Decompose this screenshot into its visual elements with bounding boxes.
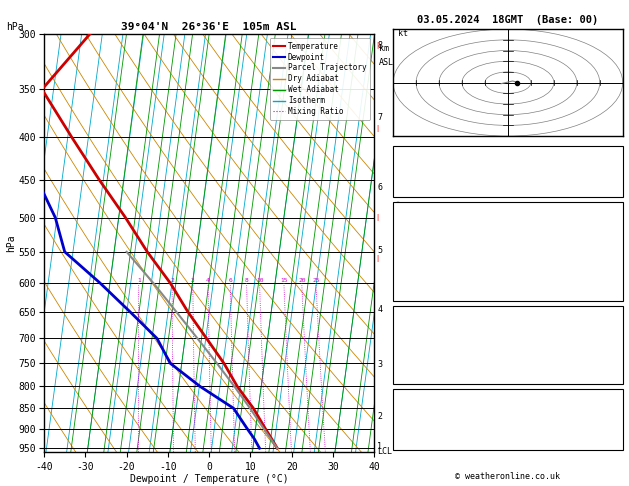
Text: 73: 73 [607,373,618,382]
Text: 1.49: 1.49 [596,184,618,193]
Text: hPa: hPa [6,21,24,32]
Text: StmDir: StmDir [398,426,430,435]
Text: 8: 8 [245,278,248,283]
Text: θₑ (K): θₑ (K) [398,332,430,342]
Text: 994: 994 [601,319,618,328]
Text: Pressure (mb): Pressure (mb) [398,319,468,328]
Text: 3: 3 [191,278,195,283]
Text: Hodograph: Hodograph [484,390,532,399]
Text: 15.9: 15.9 [596,215,618,225]
Text: 5: 5 [612,260,618,269]
Text: 10: 10 [256,278,264,283]
Text: 6: 6 [228,278,232,283]
Text: -8: -8 [607,414,618,423]
Text: |: | [376,125,380,132]
Text: 169: 169 [601,275,618,284]
Text: 8: 8 [377,41,382,51]
Text: 299°: 299° [596,426,618,435]
Text: 03.05.2024  18GMT  (Base: 00): 03.05.2024 18GMT (Base: 00) [417,15,599,25]
Text: |: | [376,214,380,221]
Text: PW (cm): PW (cm) [398,184,436,193]
Text: θₑ(K): θₑ(K) [398,245,425,254]
Text: 1: 1 [377,442,382,451]
Text: K: K [398,150,404,159]
Text: |: | [376,255,380,262]
X-axis label: Dewpoint / Temperature (°C): Dewpoint / Temperature (°C) [130,474,289,485]
Text: 1: 1 [137,278,141,283]
Text: Lifted Index: Lifted Index [398,346,463,355]
Text: StmSpd (kt): StmSpd (kt) [398,439,457,448]
Text: Lifted Index: Lifted Index [398,260,463,269]
Text: CAPE (J): CAPE (J) [398,359,441,368]
Text: CIN (J): CIN (J) [398,289,436,298]
Text: Dewp (°C): Dewp (°C) [398,230,447,239]
Text: 6: 6 [377,183,382,192]
Text: 314: 314 [601,332,618,342]
Text: 25: 25 [312,278,320,283]
Text: 39°04'N  26°36'E  105m ASL: 39°04'N 26°36'E 105m ASL [121,21,297,32]
Text: 33: 33 [607,439,618,448]
Text: Mixing Ratio (g/kg): Mixing Ratio (g/kg) [395,199,404,287]
Text: Surface: Surface [489,203,526,211]
Text: 4: 4 [377,305,382,313]
Text: 11.6: 11.6 [596,230,618,239]
Text: 5: 5 [377,246,382,255]
Text: 20: 20 [298,278,306,283]
Text: 13: 13 [607,150,618,159]
Text: Totals Totals: Totals Totals [398,167,468,176]
Text: 3: 3 [377,360,382,369]
Text: 4: 4 [206,278,210,283]
Text: kt: kt [398,29,408,37]
Text: 5: 5 [612,346,618,355]
Text: 314: 314 [601,245,618,254]
Text: Temp (°C): Temp (°C) [398,215,447,225]
Legend: Temperature, Dewpoint, Parcel Trajectory, Dry Adiabat, Wet Adiabat, Isotherm, Mi: Temperature, Dewpoint, Parcel Trajectory… [270,38,370,120]
Text: 2: 2 [170,278,174,283]
Text: LCL: LCL [377,448,392,456]
Text: 169: 169 [601,359,618,368]
Text: SREH: SREH [398,414,420,423]
Text: km: km [379,44,389,53]
Text: -62: -62 [601,401,618,410]
Text: © weatheronline.co.uk: © weatheronline.co.uk [455,472,560,481]
Text: 38: 38 [607,167,618,176]
Text: 7: 7 [377,113,382,122]
Text: EH: EH [398,401,409,410]
Text: CIN (J): CIN (J) [398,373,436,382]
Text: 15: 15 [280,278,287,283]
Text: Most Unstable: Most Unstable [473,307,543,316]
Text: 73: 73 [607,289,618,298]
Text: |: | [376,42,380,49]
Text: 2: 2 [377,412,382,421]
Y-axis label: hPa: hPa [6,234,16,252]
Text: CAPE (J): CAPE (J) [398,275,441,284]
Text: ASL: ASL [379,58,394,68]
